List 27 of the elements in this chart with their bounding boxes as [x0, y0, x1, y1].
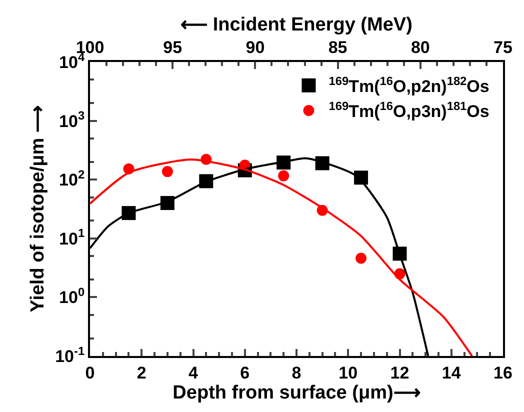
- x2-tick-label: 85: [328, 38, 348, 58]
- point: [162, 166, 173, 178]
- x-tick-label: 8: [292, 363, 302, 382]
- x2-tick-label: 95: [163, 38, 182, 58]
- point: [356, 252, 367, 264]
- x2-axis-title: ⟵ Incident Energy (MeV): [180, 14, 412, 36]
- x-tick-label: 4: [188, 363, 199, 382]
- x-tick-label: 12: [390, 363, 410, 382]
- y-tick-label: 10$^{3}$: [59, 108, 85, 131]
- x-tick-label: 0: [85, 363, 95, 382]
- y-axis-title: Yield of isotope/μm ⟶: [27, 106, 48, 312]
- legend-label: $^{169}$Tm($^{16}$O,p2n)$^{182}$Os: [328, 74, 490, 96]
- x-tick-label: 6: [240, 363, 250, 382]
- y-tick-label: 10$^{-1}$: [55, 344, 85, 366]
- x-tick-label: 2: [136, 363, 146, 382]
- x2-tick-label: 75: [494, 38, 512, 58]
- y-tick-label: 10$^{2}$: [59, 167, 85, 190]
- x2-tick-label: 80: [410, 38, 430, 58]
- x-tick-label: 14: [442, 363, 462, 382]
- x-axis-title: Depth from surface (μm)⟶: [172, 382, 420, 404]
- y-tick-label: 10$^{1}$: [59, 226, 85, 248]
- x2-tick-label: 90: [246, 38, 265, 58]
- point: [278, 170, 290, 182]
- y-tick-label: 10$^{0}$: [59, 285, 85, 308]
- legend-label: $^{169}$Tm($^{16}$O,p3n)$^{181}$Os: [328, 99, 490, 122]
- x-tick-label: 16: [494, 363, 512, 382]
- x-tick-label: 10: [338, 363, 358, 382]
